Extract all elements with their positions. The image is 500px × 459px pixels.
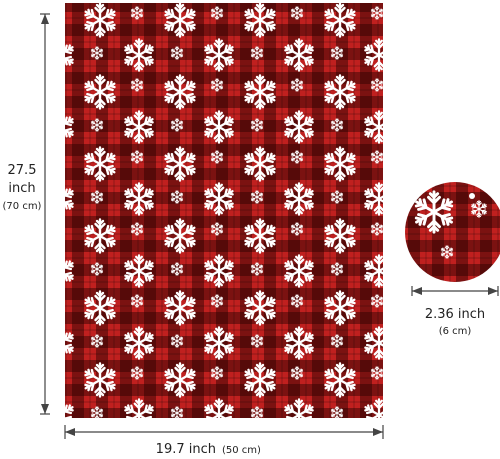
ornament-metric: (6 cm)	[439, 326, 472, 337]
height-value: 27.5	[8, 163, 37, 178]
ornament-value: 2.36 inch	[425, 307, 485, 322]
height-unit: inch	[8, 181, 35, 196]
ornament-hole	[469, 193, 475, 199]
width-value: 19.7 inch	[156, 442, 216, 457]
height-metric: (70 cm)	[3, 201, 42, 212]
ornament-dimension	[411, 286, 499, 296]
height-dimension	[40, 13, 50, 415]
snowflake-pattern	[65, 3, 383, 418]
width-metric: (50 cm)	[222, 445, 261, 456]
ornament	[405, 182, 500, 282]
width-dimension	[64, 425, 384, 439]
